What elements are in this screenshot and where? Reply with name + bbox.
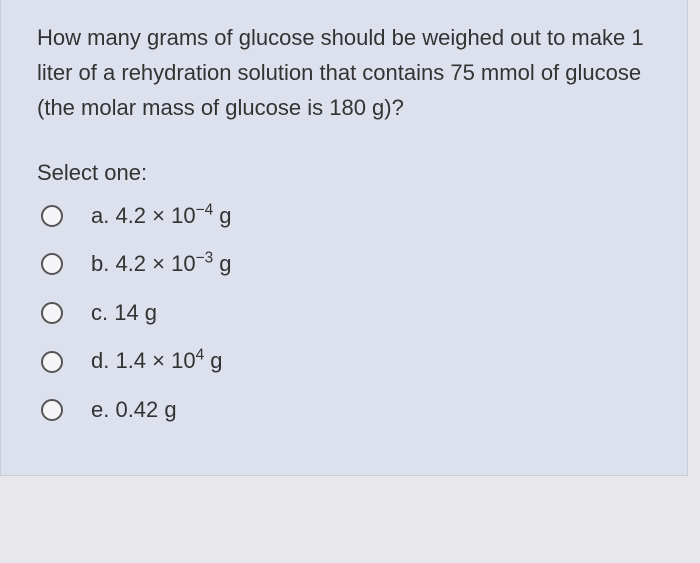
option-e[interactable]: e. 0.42 g [37, 396, 651, 425]
option-label: e. 0.42 g [91, 396, 177, 425]
option-label: b. 4.2 × 10−3 g [91, 250, 232, 279]
option-a[interactable]: a. 4.2 × 10−4 g [37, 202, 651, 231]
option-label: c. 14 g [91, 299, 157, 328]
question-container: How many grams of glucose should be weig… [0, 0, 688, 476]
option-label: a. 4.2 × 10−4 g [91, 202, 232, 231]
question-text: How many grams of glucose should be weig… [37, 20, 651, 126]
options-list: a. 4.2 × 10−4 g b. 4.2 × 10−3 g c. 14 g … [37, 202, 651, 425]
radio-icon[interactable] [41, 205, 63, 227]
option-b[interactable]: b. 4.2 × 10−3 g [37, 250, 651, 279]
option-d[interactable]: d. 1.4 × 104 g [37, 347, 651, 376]
radio-icon[interactable] [41, 253, 63, 275]
radio-icon[interactable] [41, 399, 63, 421]
option-label: d. 1.4 × 104 g [91, 347, 223, 376]
radio-icon[interactable] [41, 302, 63, 324]
select-one-label: Select one: [37, 160, 651, 186]
radio-icon[interactable] [41, 351, 63, 373]
option-c[interactable]: c. 14 g [37, 299, 651, 328]
